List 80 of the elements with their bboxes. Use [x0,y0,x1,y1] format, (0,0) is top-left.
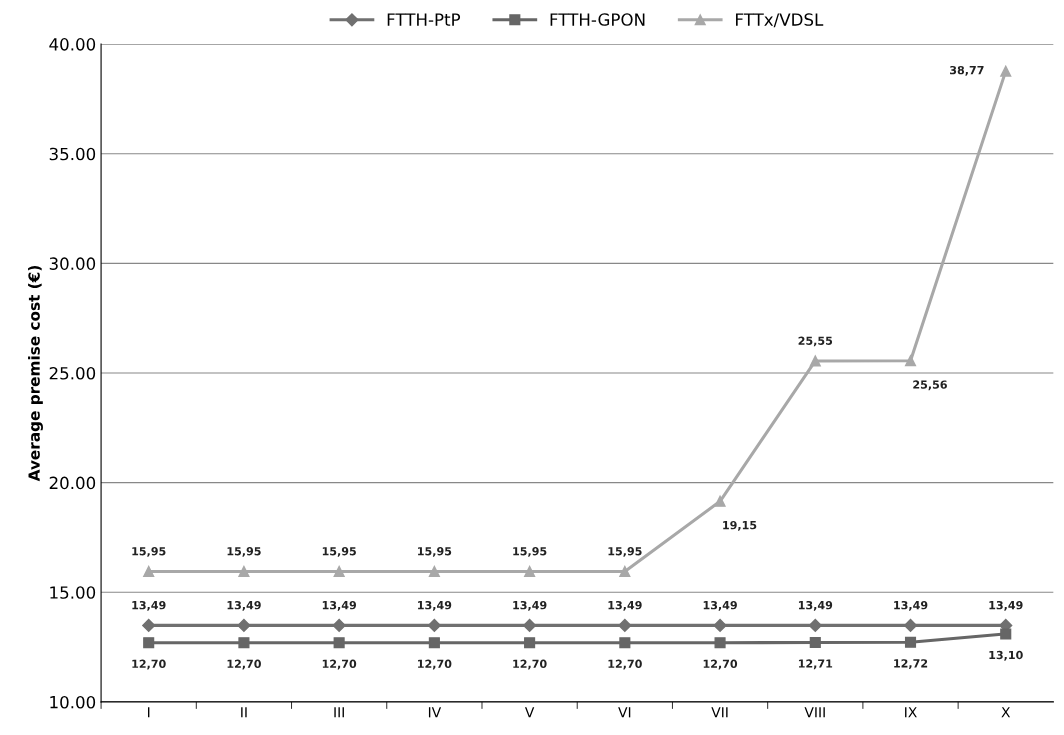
data-label: 12,70 [322,659,357,670]
x-tick-label: I [148,707,150,718]
data-label: 13,49 [989,600,1023,611]
point [238,637,250,649]
point [714,637,726,649]
point [333,565,345,578]
point [524,565,536,578]
data-label: 13,49 [418,600,452,611]
point [618,618,632,632]
point [713,618,727,632]
data-label: 12,70 [132,659,166,670]
data-label: 13,49 [703,600,737,611]
point [903,618,918,632]
y-tick-label: 25.00 [49,366,96,380]
x-tick-label: II [241,707,247,718]
data-label: 13,49 [798,600,833,611]
y-tick-label: 40.00 [49,38,96,51]
data-label: 19,15 [723,520,757,531]
x-tick-label: VIII [804,707,825,718]
point [238,565,250,578]
point [809,355,821,367]
x-tick-label: V [524,707,535,718]
data-label: 12,70 [513,659,547,670]
point [427,618,441,632]
data-label: 15,95 [132,547,166,557]
point [523,618,537,632]
y-tick-label: 30.00 [49,257,96,270]
data-label: 12,70 [227,659,261,670]
data-label: 15,95 [418,547,452,557]
point [428,565,440,578]
data-label: 15,95 [227,547,261,557]
point [143,565,155,578]
y-tick-label: 35.00 [49,147,96,161]
data-label: 13,49 [322,600,357,611]
point [142,618,156,632]
data-label: 25,55 [798,336,833,347]
point [714,495,726,507]
data-label: 13,49 [227,600,261,611]
data-label: 12,71 [798,659,833,670]
point [1000,65,1012,77]
data-label: 13,49 [894,600,928,611]
y-tick-label: 15.00 [50,586,96,599]
data-label: 15,95 [513,547,547,557]
point [143,637,155,649]
data-label: 25,56 [913,380,947,391]
point [904,355,917,367]
data-label: 12,70 [608,659,642,670]
data-label: 38,77 [950,65,984,76]
legend-label: FTTH-GPON [550,13,645,26]
x-tick-label: VII [711,707,728,718]
data-label: 12,70 [418,659,452,670]
data-label: 13,10 [989,650,1023,661]
x-tick-label: IV [428,707,442,718]
data-label: 12,72 [894,659,928,669]
point [333,637,345,649]
point [808,618,822,632]
legend-label: FTTH-PtP [387,13,461,26]
point [237,618,251,632]
y-axis-title: Average premise cost (€) [28,265,43,482]
data-label: 13,49 [132,600,166,611]
point [332,618,346,632]
point [904,636,917,648]
data-label: 13,49 [513,600,547,611]
point [619,565,631,578]
point [809,636,821,649]
data-label: 12,70 [703,659,738,670]
y-tick-label: 10.00 [50,695,96,709]
point [1000,628,1012,640]
data-label: 15,95 [608,547,642,557]
x-tick-label: IX [905,707,917,718]
data-label: 13,49 [608,600,642,611]
x-tick-label: X [1001,707,1011,718]
x-tick-label: III [334,707,344,718]
data-label: 15,95 [322,547,356,557]
legend-label: FTTx/VDSL [736,13,824,28]
y-tick-label: 20.00 [49,476,96,490]
point [428,637,440,649]
x-tick-label: VI [618,707,631,718]
point [524,637,536,649]
point [619,637,631,649]
